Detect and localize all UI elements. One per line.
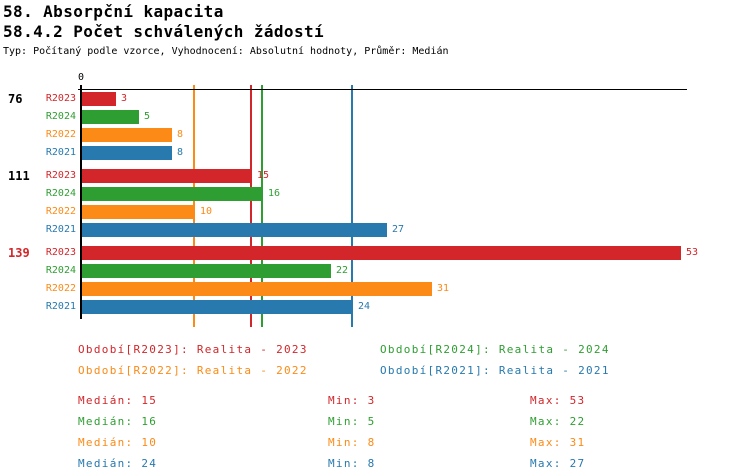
bar-series-label: R2023 [45,247,76,258]
bar-series-label: R2021 [45,301,76,312]
bar-R2022 [82,282,432,296]
stat-max-R2023: Max: 53 [530,394,586,407]
bar-value-label: 3 [121,93,128,104]
page-subtitle: 58.4.2 Počet schválených žádostí [3,22,325,41]
bar-value-label: 10 [200,206,213,217]
bar-value-label: 5 [144,111,151,122]
stat-median-R2023: Medián: 15 [78,394,158,407]
median-line-R2021 [351,85,354,327]
axis-origin-label: 0 [77,72,85,83]
bar-value-label: 16 [268,188,281,199]
bar-R2021 [82,223,387,237]
bar-R2024 [82,187,263,201]
stat-median-R2022: Medián: 10 [78,436,158,449]
bar-series-label: R2024 [45,111,76,122]
bar-value-label: 8 [177,129,184,140]
x-axis-line [78,89,687,90]
legend-item-R2022: Období[R2022]: Realita - 2022 [78,364,308,377]
legend-item-R2023: Období[R2023]: Realita - 2023 [78,343,308,356]
stat-min-R2024: Min: 5 [328,415,376,428]
page-title: 58. Absorpční kapacita [3,2,224,21]
bar-series-label: R2022 [45,129,76,140]
stat-min-R2021: Min: 8 [328,457,376,470]
bar-series-label: R2023 [45,170,76,181]
bar-R2022 [82,205,195,219]
bar-series-label: R2024 [45,265,76,276]
legend-item-R2021: Období[R2021]: Realita - 2021 [380,364,610,377]
bar-R2023 [82,169,252,183]
stat-median-R2024: Medián: 16 [78,415,158,428]
bar-series-label: R2021 [45,147,76,158]
bar-R2023 [82,246,681,260]
bar-R2024 [82,264,331,278]
bar-value-label: 53 [686,247,699,258]
bar-series-label: R2021 [45,224,76,235]
bar-R2023 [82,92,116,106]
bar-value-label: 22 [336,265,349,276]
median-line-R2024 [260,85,263,327]
stat-max-R2022: Max: 31 [530,436,586,449]
bar-value-label: 24 [358,301,371,312]
bar-series-label: R2024 [45,188,76,199]
group-total-label: 76 [8,92,23,106]
bar-value-label: 15 [257,170,270,181]
stat-max-R2024: Max: 22 [530,415,586,428]
bar-R2024 [82,110,139,124]
bar-R2022 [82,128,172,142]
bar-R2021 [82,146,172,160]
bar-value-label: 31 [437,283,450,294]
stat-min-R2022: Min: 8 [328,436,376,449]
bar-R2021 [82,300,353,314]
bar-series-label: R2022 [45,206,76,217]
bar-chart: 0 76 R2023 3 R2024 5 R2022 8 R2021 8 111 R2023 15 R20… [8,72,699,327]
group-total-label: 139 [8,246,30,260]
bar-value-label: 8 [177,147,184,158]
bar-series-label: R2022 [45,283,76,294]
stat-min-R2023: Min: 3 [328,394,376,407]
group-total-label: 111 [8,169,30,183]
bar-series-label: R2023 [45,93,76,104]
stat-max-R2021: Max: 27 [530,457,586,470]
stat-median-R2021: Medián: 24 [78,457,158,470]
legend-item-R2024: Období[R2024]: Realita - 2024 [380,343,610,356]
bar-value-label: 27 [392,224,405,235]
median-line-R2023 [249,85,252,327]
chart-meta-line: Typ: Počítaný podle vzorce, Vyhodnocení:… [3,46,449,57]
zero-baseline [80,85,82,319]
